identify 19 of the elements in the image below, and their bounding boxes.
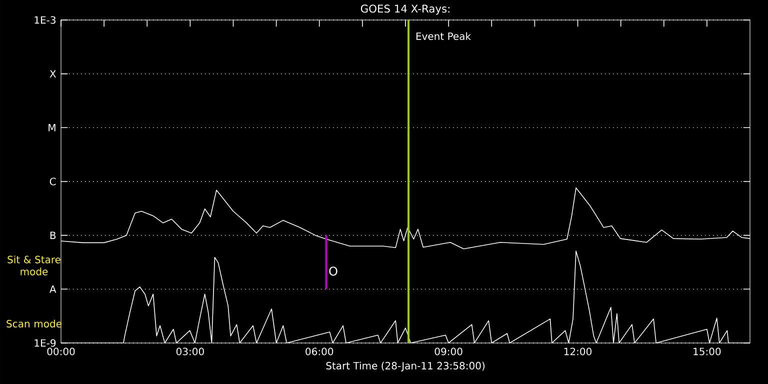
chart-title: GOES 14 X-Rays: [360,4,450,15]
text: Sit & Stare mode [8,256,60,276]
x-tick-label: 09:00 [434,348,462,356]
x-tick-label: 15:00 [694,348,721,356]
y-tick-label: 1E-9 [34,339,56,347]
y-tick-label: 1E-3 [34,16,56,24]
ref-line-label: O [329,266,338,276]
y-tick-label: B [50,232,56,239]
annotation: Scan mode [6,320,62,328]
x-tick-label: 03:00 [176,348,204,356]
x-axis-title: Start Time (28-Jan-11 23:58:00) [326,362,485,372]
y-tick-label: A [50,286,56,293]
x-tick-label: 00:00 [47,348,75,356]
y-tick-label: M [48,124,56,132]
x-tick-label: 12:00 [564,348,592,356]
y-tick-label: C [50,178,56,186]
ref-line-label: Event Peak [416,32,471,40]
y-tick-label: X [50,70,56,78]
x-tick-label: 06:00 [306,348,334,356]
